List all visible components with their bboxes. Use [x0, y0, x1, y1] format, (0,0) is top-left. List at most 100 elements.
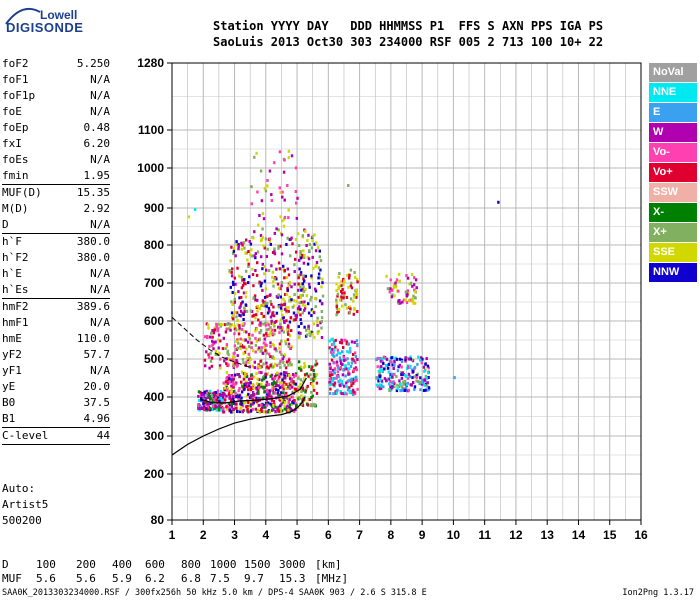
- chart-axes: 1 2 3 4 5 6 7 8 9 10 11 12 13 14 15 1680200300400500600…: [137, 56, 648, 542]
- echo-point: [304, 229, 307, 233]
- echo-point: [291, 373, 295, 376]
- echo-point: [279, 287, 282, 291]
- echo-point: [255, 151, 258, 155]
- echo-point: [306, 262, 310, 266]
- echo-point: [299, 285, 302, 289]
- echo-point: [350, 286, 354, 290]
- echo-point: [237, 243, 240, 247]
- echo-point: [259, 331, 262, 335]
- echo-point: [386, 287, 390, 291]
- echo-point: [265, 334, 269, 338]
- echo-point: [415, 374, 418, 377]
- echo-point: [389, 376, 392, 379]
- echo-point: [207, 391, 210, 395]
- echo-point: [209, 351, 212, 355]
- echo-point: [202, 400, 205, 404]
- echo-point: [286, 184, 289, 187]
- echo-point: [269, 364, 272, 367]
- echo-point: [379, 386, 383, 390]
- echo-point: [415, 375, 418, 379]
- echo-point: [216, 403, 219, 407]
- echo-point: [291, 385, 294, 389]
- echo-point: [309, 298, 312, 302]
- param-name: h`Es: [2, 283, 29, 296]
- echo-point: [343, 279, 346, 283]
- echo-point: [271, 386, 274, 390]
- echo-point: [394, 285, 398, 289]
- param-name: M(D): [2, 202, 29, 215]
- echo-point: [393, 372, 396, 376]
- echo-point: [340, 338, 343, 342]
- echo-point: [305, 386, 308, 390]
- echo-point: [283, 364, 286, 368]
- echo-point: [259, 366, 262, 370]
- echo-point: [244, 380, 247, 384]
- echo-point: [382, 362, 385, 365]
- echo-point: [335, 298, 338, 302]
- echo-point: [219, 324, 222, 328]
- echo-point: [278, 346, 281, 350]
- echo-point: [282, 376, 286, 380]
- echo-point: [387, 362, 391, 366]
- echo-point: [275, 311, 279, 315]
- echo-point: [353, 379, 357, 383]
- echo-point: [258, 386, 261, 390]
- echo-point: [285, 360, 289, 364]
- echo-point: [409, 364, 412, 368]
- echo-point: [345, 392, 348, 396]
- echo-point: [270, 395, 273, 399]
- echo-point: [295, 313, 299, 317]
- echo-point: [292, 390, 295, 394]
- echo-point: [335, 391, 338, 395]
- echo-point: [420, 361, 423, 365]
- echo-point: [254, 343, 258, 347]
- echo-point: [265, 304, 268, 308]
- echo-point: [272, 386, 275, 390]
- echo-point: [236, 354, 239, 358]
- echo-point: [335, 376, 338, 380]
- echo-point: [214, 349, 218, 353]
- table-cell: 6.8: [181, 572, 201, 585]
- echo-point: [380, 384, 383, 387]
- echo-point: [352, 293, 356, 297]
- echo-point: [247, 332, 251, 336]
- echo-point: [339, 366, 343, 369]
- echo-point: [264, 405, 267, 409]
- echo-point: [306, 333, 309, 337]
- echo-point: [387, 370, 390, 374]
- echo-point: [336, 370, 340, 374]
- echo-point: [262, 396, 265, 400]
- echo-point: [335, 305, 338, 309]
- echo-point: [214, 391, 217, 394]
- echo-point: [209, 389, 212, 393]
- echo-point: [254, 407, 257, 411]
- echo-point: [309, 373, 312, 377]
- param-value: N/A: [90, 73, 110, 86]
- echo-point: [321, 277, 324, 281]
- echo-point: [398, 379, 401, 383]
- echo-point: [314, 289, 318, 293]
- echo-point: [263, 272, 266, 276]
- echo-point: [308, 243, 312, 246]
- echo-point: [225, 394, 228, 398]
- echo-point: [307, 324, 310, 328]
- echo-point: [404, 373, 407, 377]
- echo-point: [340, 280, 343, 284]
- echo-point: [252, 386, 255, 390]
- echo-point: [234, 391, 237, 395]
- echo-point: [395, 389, 399, 393]
- echo-point: [280, 381, 283, 385]
- echo-point: [281, 357, 285, 361]
- echo-point: [227, 363, 230, 367]
- echo-point: [315, 391, 319, 395]
- echo-point: [305, 244, 308, 247]
- echo-point: [217, 327, 220, 331]
- echo-point: [389, 384, 392, 388]
- echo-point: [393, 294, 396, 298]
- echo-point: [247, 382, 250, 385]
- param-separator: [2, 298, 110, 299]
- echo-point: [273, 332, 276, 336]
- echo-point: [300, 394, 303, 398]
- echo-point: [277, 408, 280, 412]
- echo-point: [425, 384, 429, 388]
